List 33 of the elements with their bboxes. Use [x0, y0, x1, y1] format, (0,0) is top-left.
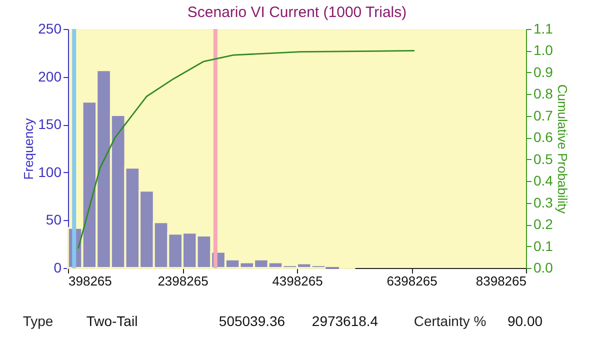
y-tick-label: 150	[38, 116, 62, 132]
line-series	[78, 50, 416, 250]
y-tick-label: 200	[38, 68, 62, 84]
x-tick-label: 6398265	[386, 274, 438, 288]
y2-tick-label: 0.2	[534, 216, 554, 232]
y2-tick-label: 0.4	[534, 172, 554, 189]
y-tick-label: 250	[38, 20, 62, 36]
y2-tick-label: 0.9	[534, 64, 554, 80]
y2-tick-label: 0.5	[534, 150, 554, 167]
text: 90.00	[507, 313, 543, 329]
text: Two-Tail	[86, 313, 138, 329]
y-tick-label: 100	[38, 164, 62, 180]
text: Type	[22, 313, 54, 329]
x-tick-label: 2398265	[158, 274, 208, 288]
x-tick-label: 398265	[68, 274, 112, 288]
y2-tick-label: 1.1	[534, 20, 554, 36]
text: Certainty %	[414, 313, 486, 329]
y2-tick-label: 0.6	[534, 129, 554, 146]
y2-tick-label: 0.3	[534, 194, 554, 210]
x-tick-label: 8398265	[476, 274, 526, 288]
y2-axis-title: Cumulative Probability	[554, 84, 570, 214]
x-tick-label: 4398265	[272, 274, 323, 288]
y2-tick-label: 0.7	[534, 107, 554, 124]
y2-tick-label: 0.0	[534, 260, 554, 276]
y2-tick-label: 0.1	[534, 238, 554, 254]
y-tick-label: 50	[46, 212, 62, 228]
y-tick-label: 0	[54, 260, 62, 276]
y2-tick-label: 1.0	[534, 42, 554, 58]
y2-tick-label: 0.8	[534, 86, 554, 102]
text: 505039.36	[218, 313, 286, 329]
y-axis-title: Frequency	[21, 118, 36, 180]
chart-title: Scenario VI Current (1000 Trials)	[187, 4, 407, 21]
text: 2973618.4	[312, 313, 378, 329]
